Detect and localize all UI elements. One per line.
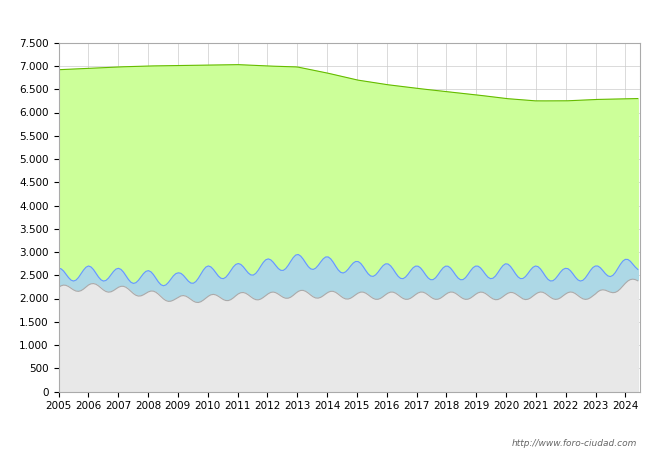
Text: Gozón - Evolucion de la poblacion en edad de Trabajar Mayo de 2024: Gozón - Evolucion de la poblacion en eda… — [31, 14, 619, 29]
Text: http://www.foro-ciudad.com: http://www.foro-ciudad.com — [512, 439, 637, 448]
